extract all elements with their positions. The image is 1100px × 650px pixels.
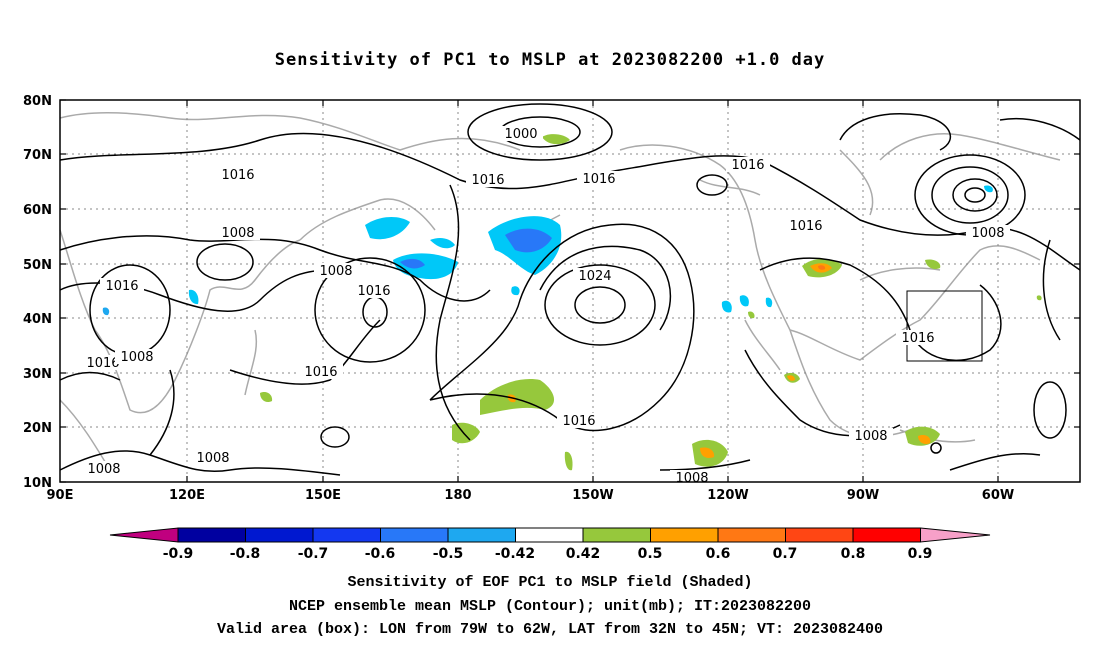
lon-label: 60W [982,488,1014,503]
contour-label: 1016 [789,219,822,234]
colorbar-label: 0.6 [706,546,731,562]
lat-labels: 80N 70N 60N 50N 40N 30N 20N 10N [23,94,52,491]
lon-label: 120E [169,488,205,503]
contour-label: 1008 [971,226,1004,241]
colorbar-bin [177,527,246,543]
colorbar-label: 0.9 [908,546,933,562]
contour-label: 1024 [578,269,611,284]
contour-label: 1016 [731,158,764,173]
colorbar-bin [852,527,921,543]
caption-line-1: Sensitivity of EOF PC1 to MSLP field (Sh… [347,574,753,591]
lat-label: 10N [23,476,52,491]
colorbar-bin [312,527,381,543]
lon-labels: 90E 120E 150E 180 150W 120W 90W 60W [47,488,1015,503]
colorbar-high-arrow [920,527,991,543]
lon-label: 150E [305,488,341,503]
colorbar-label: 0.42 [566,546,601,562]
colorbar-bin [717,527,786,543]
gridlines [60,100,1080,482]
contour-label: 1008 [87,462,120,477]
colorbar-bin [582,527,651,543]
contour-label: 1008 [120,350,153,365]
contour-label: 1008 [319,264,352,279]
colorbar-bin [447,527,516,543]
contour-label: 1016 [357,284,390,299]
contour-label: 1008 [221,226,254,241]
colorbar [109,527,991,543]
lat-label: 60N [23,203,52,218]
contour-label: 1000 [504,127,537,142]
contour-label: 1016 [105,279,138,294]
lon-label: 90W [847,488,879,503]
contour-label: 1016 [901,331,934,346]
map-frame [59,99,1081,483]
lon-label: 150W [572,488,613,503]
contour-label: 1016 [471,173,504,188]
contour-label: 1008 [675,471,708,486]
colorbar-bin [785,527,854,543]
lat-label: 50N [23,258,52,273]
contour-label: 1016 [221,168,254,183]
contour-label-group: 1000 1016 1016 1016 1016 1016 1016 1016 … [81,126,1010,486]
colorbar-low-arrow [109,527,179,543]
contour-label: 1016 [582,172,615,187]
colorbar-bin [515,527,584,543]
lat-label: 30N [23,367,52,382]
map-title: Sensitivity of PC1 to MSLP at 2023082200… [274,50,826,70]
lat-label: 70N [23,148,52,163]
axis-ticks [60,99,1080,483]
colorbar-label: -0.7 [298,546,329,562]
colorbar-bin [245,527,314,543]
caption-line-3: Valid area (box): LON from 79W to 62W, L… [216,621,884,638]
lat-label: 80N [23,94,52,109]
colorbar-label: -0.42 [495,546,535,562]
lat-label: 20N [23,421,52,436]
colorbar-label: -0.9 [163,546,194,562]
lon-label: 120W [707,488,748,503]
lat-label: 40N [23,312,52,327]
contour-label: 1016 [86,356,119,371]
lon-label: 180 [444,488,471,503]
colorbar-label: 0.5 [638,546,663,562]
contour-label: 1008 [854,429,887,444]
colorbar-label: -0.5 [433,546,464,562]
contour-label: 1008 [196,451,229,466]
contour-label: 1016 [562,414,595,429]
contour-label: 1016 [304,365,337,380]
colorbar-label: 0.7 [773,546,798,562]
colorbar-bin [380,527,449,543]
colorbar-labels: -0.9 -0.8 -0.7 -0.6 -0.5 -0.42 0.42 0.5 … [163,546,933,562]
colorbar-label: -0.6 [365,546,396,562]
colorbar-label: 0.8 [841,546,866,562]
valid-area-box [906,290,983,362]
coastlines [59,111,1061,471]
colorbar-label: -0.8 [230,546,261,562]
lon-label: 90E [47,488,74,503]
caption-line-2: NCEP ensemble mean MSLP (Contour); unit(… [288,598,812,615]
colorbar-bin [650,527,719,543]
